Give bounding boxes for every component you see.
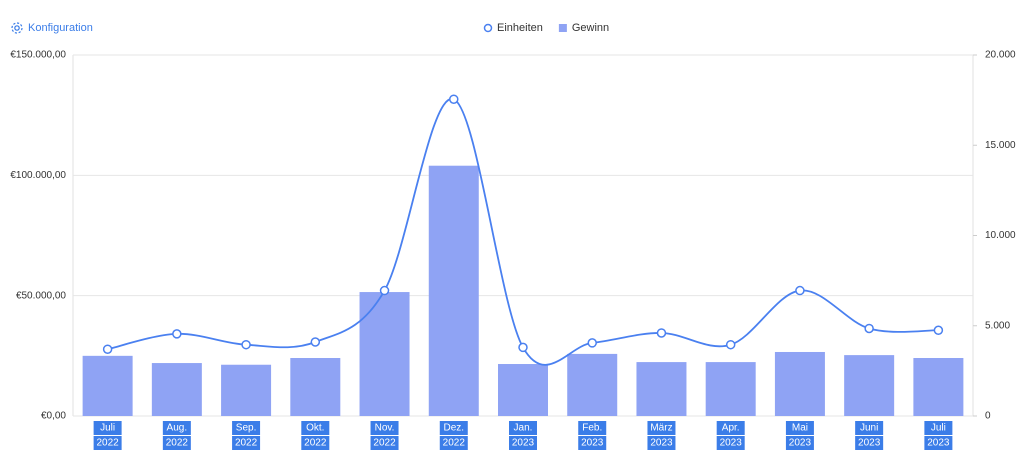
point	[172, 329, 182, 339]
x-tick-bg	[855, 421, 884, 435]
point	[795, 285, 805, 296]
x-tick-label: Aug.	[167, 423, 188, 434]
y-tick-label: €50.000,00	[16, 290, 66, 301]
point	[933, 325, 944, 336]
x-tick-bg	[785, 421, 814, 435]
x-tick-label: 2023	[512, 438, 535, 449]
x-tick-bg	[232, 436, 261, 450]
legend-label: Einheiten	[497, 22, 543, 34]
bar	[290, 357, 341, 416]
x-tick-bg	[647, 421, 676, 435]
legend-label: Gewinn	[572, 22, 609, 34]
line	[107, 98, 939, 366]
bar	[82, 355, 133, 416]
point	[725, 339, 736, 350]
x-tick-label: 2022	[443, 438, 466, 449]
config-label[interactable]: Konfiguration	[28, 22, 93, 34]
x-tick-label: Juli	[100, 423, 115, 434]
x-tick-bg	[509, 436, 537, 450]
x-tick-bg	[924, 436, 953, 450]
x-tick-bg	[509, 421, 537, 435]
point	[449, 94, 459, 104]
x-tick-label: 2022	[166, 438, 189, 449]
bar	[498, 364, 548, 416]
point	[310, 337, 321, 347]
bar	[428, 165, 479, 416]
x-tick-label: Jan.	[514, 423, 533, 434]
x-tick-label: Juli	[931, 423, 946, 434]
x-tick-bg	[578, 436, 607, 450]
x-tick-bg	[716, 436, 745, 450]
x-tick-bg	[232, 421, 261, 435]
point	[379, 285, 390, 296]
point	[656, 328, 667, 338]
x-tick-label: Nov.	[375, 423, 395, 434]
x-tick-label: 2022	[96, 438, 119, 449]
config-link[interactable]: Konfiguration	[11, 22, 93, 34]
x-tick-bg	[578, 421, 607, 435]
x-tick-bg	[716, 421, 745, 435]
x-tick-label: Juni	[860, 423, 878, 434]
y2-tick-label: 20.000	[985, 50, 1016, 61]
y-tick-label: €150.000,00	[10, 50, 66, 61]
x-tick-label: 2023	[789, 438, 812, 449]
x-tick-label: 2023	[720, 438, 743, 449]
x-tick-bg	[439, 421, 468, 435]
x-tick-label: 2023	[927, 438, 950, 449]
point	[864, 323, 874, 334]
bar	[844, 355, 895, 416]
y2-tick-label: 0	[985, 411, 991, 422]
x-tick-bg	[439, 436, 468, 450]
bar	[151, 363, 202, 416]
x-tick-label: Okt.	[306, 423, 324, 434]
x-tick-label: 2023	[650, 438, 673, 449]
x-tick-bg	[370, 421, 399, 435]
bar	[359, 292, 410, 416]
bar	[705, 362, 756, 416]
x-tick-label: Dez.	[443, 423, 464, 434]
x-tick-label: 2022	[235, 438, 258, 449]
point	[241, 339, 251, 350]
x-tick-label: Sep.	[236, 423, 257, 434]
y-tick-label: €0,00	[41, 411, 66, 422]
y2-tick-label: 15.000	[985, 140, 1016, 151]
x-tick-bg	[301, 421, 330, 435]
y2-tick-label: 5.000	[985, 320, 1010, 331]
bar	[567, 353, 618, 416]
x-tick-label: 2023	[581, 438, 604, 449]
y-tick-label: €100.000,00	[10, 170, 66, 181]
x-tick-label: Mai	[792, 423, 808, 434]
gear-icon[interactable]	[11, 22, 23, 34]
x-tick-label: 2022	[304, 438, 327, 449]
x-tick-label: 2022	[373, 438, 396, 449]
legend-marker	[483, 23, 493, 33]
bar	[774, 351, 825, 416]
point	[518, 342, 528, 353]
x-tick-label: März	[650, 423, 672, 434]
x-tick-bg	[370, 436, 399, 450]
legend-marker	[558, 24, 567, 32]
x-tick-bg	[162, 421, 191, 435]
x-tick-bg	[301, 436, 330, 450]
point	[102, 344, 113, 354]
x-tick-bg	[647, 436, 676, 450]
x-tick-bg	[162, 436, 191, 450]
point	[587, 338, 597, 348]
x-tick-bg	[785, 436, 814, 450]
x-tick-label: 2023	[858, 438, 881, 449]
x-tick-bg	[93, 436, 122, 450]
bar	[221, 364, 272, 416]
x-tick-bg	[93, 421, 122, 435]
x-tick-bg	[855, 436, 884, 450]
x-tick-label: Apr.	[722, 423, 740, 434]
bar	[636, 362, 687, 416]
bar	[913, 357, 964, 416]
x-tick-label: Feb.	[582, 423, 602, 434]
y2-tick-label: 10.000	[985, 230, 1016, 241]
x-tick-bg	[924, 421, 953, 435]
